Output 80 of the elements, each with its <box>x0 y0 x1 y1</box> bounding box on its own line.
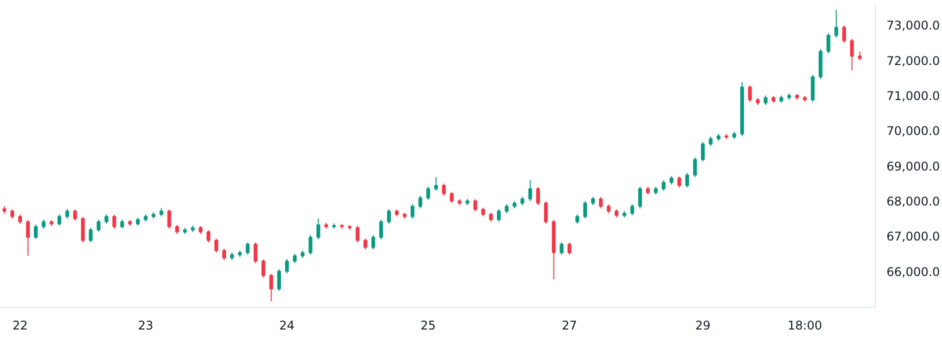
candlestick <box>598 196 603 209</box>
candlestick <box>700 141 705 162</box>
x-tick-label: 25 <box>420 318 436 332</box>
candlestick <box>834 9 838 38</box>
candlestick <box>285 258 289 274</box>
candlestick <box>206 230 210 243</box>
candlestick <box>246 242 250 256</box>
candlestick <box>26 219 30 256</box>
candlestick <box>496 208 501 222</box>
y-tick-label: 70,000.0 <box>886 124 940 138</box>
candlestick <box>544 200 548 224</box>
candlestick <box>371 234 376 250</box>
candlestick <box>308 234 312 256</box>
candlestick <box>504 204 509 214</box>
candlestick <box>450 191 454 204</box>
candlestick <box>222 248 226 261</box>
candlestick <box>810 74 815 102</box>
candlestick <box>418 195 422 209</box>
y-tick-label: 67,000.0 <box>886 230 940 244</box>
candlestick <box>764 95 768 106</box>
candlestick <box>693 156 697 178</box>
candlestick <box>18 214 22 224</box>
y-tick-label: 73,000.0 <box>886 18 940 33</box>
candlestick <box>387 208 391 224</box>
candlestick <box>167 208 172 230</box>
candlestick <box>262 258 266 278</box>
candlestick <box>489 212 493 222</box>
candlestick <box>73 208 77 222</box>
candlestick <box>528 180 532 202</box>
candlestick <box>575 214 580 224</box>
candlestick <box>568 242 572 256</box>
candlestick <box>536 186 540 206</box>
candlestick <box>630 204 634 216</box>
candlestick <box>583 200 588 220</box>
y-tick-label: 71,000.0 <box>886 89 940 104</box>
candlestick <box>379 219 383 240</box>
candlestick <box>850 38 854 72</box>
y-tick-label: 66,000.0 <box>886 264 940 279</box>
candlestick <box>410 204 414 220</box>
candlestick <box>81 216 85 243</box>
candlestick <box>442 183 446 196</box>
candlestick <box>560 242 564 256</box>
candlestick <box>638 186 642 209</box>
candlestick <box>356 225 360 243</box>
candlestick <box>662 180 666 192</box>
x-tick-label: 24 <box>279 318 295 332</box>
candlestick <box>214 238 218 254</box>
candlestick <box>292 253 297 264</box>
candlestick <box>677 176 682 188</box>
candlestick <box>748 84 752 102</box>
candlestick <box>42 219 46 230</box>
candlestick <box>316 218 320 240</box>
candlestick <box>269 273 274 302</box>
candlestick <box>434 176 438 192</box>
candlestick <box>277 268 281 292</box>
candlestick <box>685 172 690 188</box>
y-tick-label: 72,000.0 <box>886 54 940 68</box>
candlestick <box>96 219 100 232</box>
candlestick <box>88 227 93 243</box>
candlestick <box>254 242 258 264</box>
candlestick <box>65 208 70 220</box>
candlestick <box>34 224 38 240</box>
x-tick-label: 27 <box>562 318 578 332</box>
candlestick <box>842 25 846 44</box>
x-tick-label: 22 <box>12 318 28 332</box>
x-tick-label: 29 <box>695 318 710 332</box>
candlestick <box>826 32 830 54</box>
candlestick <box>473 198 478 212</box>
candlestick <box>112 214 116 230</box>
candlestick <box>175 224 179 235</box>
candlestick <box>104 214 108 224</box>
candlestick <box>708 136 713 147</box>
y-tick-label: 68,000.0 <box>886 194 940 208</box>
candlestick <box>57 214 62 226</box>
candlestick <box>10 208 14 220</box>
y-tick-label: 69,000.0 <box>886 159 940 174</box>
x-tick-label: 18:00 <box>788 318 822 332</box>
candlestick <box>364 238 368 250</box>
x-tick-label: 23 <box>138 318 154 332</box>
candlestick <box>426 186 430 200</box>
